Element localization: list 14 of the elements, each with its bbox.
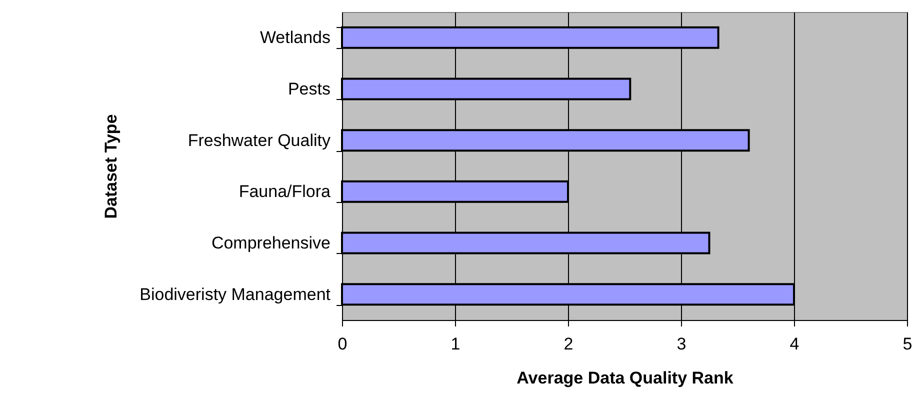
x-tick-label: 0: [338, 334, 348, 354]
y-tick-label: Fauna/Flora: [238, 182, 332, 202]
y-tick-label: Wetlands: [260, 28, 330, 48]
x-tick-label: 2: [564, 334, 574, 354]
x-tick-label: 5: [902, 334, 912, 354]
x-tick-label: 1: [450, 334, 460, 354]
y-axis-title: Dataset Type: [102, 114, 120, 219]
y-tick-label: Biodiveristy Management: [140, 284, 331, 304]
y-tick-label: Freshwater Quality: [188, 130, 331, 150]
y-tick-label: Comprehensive: [211, 234, 330, 252]
x-tick-label: 4: [790, 334, 800, 354]
x-tick-label: 3: [676, 334, 686, 354]
y-tick-label: Pests: [288, 80, 330, 98]
x-axis-title: Average Data Quality Rank: [516, 368, 734, 388]
